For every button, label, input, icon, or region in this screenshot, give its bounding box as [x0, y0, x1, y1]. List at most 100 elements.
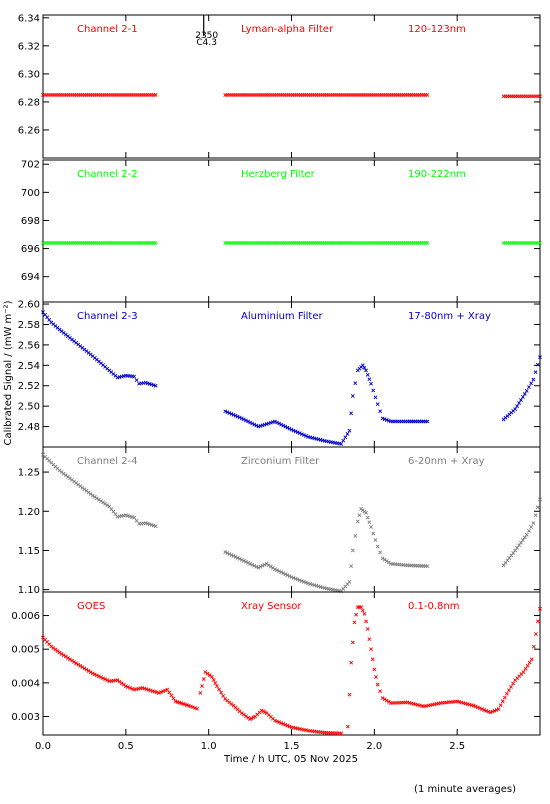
data-point	[522, 535, 527, 540]
data-point	[258, 564, 263, 569]
data-point	[125, 685, 130, 689]
data-point	[369, 647, 373, 652]
data-point	[513, 407, 518, 412]
data-point	[535, 505, 540, 510]
data-point	[225, 410, 230, 415]
y-tick-label: 2.58	[18, 320, 40, 331]
panel-channel-label: Channel 2-4	[77, 456, 138, 467]
data-point	[380, 416, 385, 421]
panel-band-label: 0.1-0.8nm	[408, 601, 460, 612]
data-point	[130, 686, 134, 691]
data-point	[343, 435, 348, 440]
data-point	[203, 670, 208, 674]
x-tick-label: 2.0	[366, 741, 382, 752]
data-point	[375, 682, 380, 687]
data-point	[252, 422, 257, 427]
series-points	[41, 310, 542, 446]
y-tick-label: 2.54	[18, 361, 40, 372]
data-point	[529, 381, 534, 386]
data-point	[382, 557, 387, 562]
data-point	[82, 666, 87, 671]
data-point	[186, 703, 191, 708]
data-point	[266, 563, 271, 568]
data-point	[281, 423, 286, 428]
y-tick-label: 1.25	[18, 468, 40, 479]
data-point	[285, 723, 290, 728]
y-tick-label: 0.005	[11, 645, 40, 656]
data-point	[250, 562, 255, 567]
data-point	[74, 661, 79, 666]
data-point	[248, 420, 253, 425]
data-point	[384, 698, 389, 703]
panel-filter-label: Aluminium Filter	[241, 311, 324, 322]
panel-frame	[42, 591, 541, 736]
data-point	[515, 545, 520, 550]
data-point	[101, 500, 105, 505]
data-point	[275, 420, 279, 425]
data-point	[538, 497, 542, 502]
data-point	[425, 92, 430, 97]
data-point	[233, 555, 238, 559]
data-point	[101, 676, 105, 681]
data-point	[273, 718, 277, 723]
data-point	[299, 432, 304, 437]
data-point	[132, 374, 137, 379]
data-point	[484, 708, 489, 713]
panel-frame	[42, 14, 541, 159]
data-point	[157, 691, 161, 695]
data-point	[84, 667, 89, 672]
panels-layer: 6.26 6.28 6.30 6.32 6.34 Channel 2-1 Lyman-alp…	[11, 13, 542, 736]
data-point	[198, 691, 203, 695]
y-tick-label: 2.52	[18, 381, 40, 392]
data-point	[78, 663, 83, 668]
data-point	[347, 428, 352, 433]
y-tick-label: 1.20	[18, 507, 40, 518]
panel-frame	[42, 159, 541, 303]
data-point	[367, 637, 372, 642]
panel-frame	[42, 301, 541, 448]
data-point	[169, 693, 174, 698]
data-point	[384, 418, 389, 422]
data-point	[357, 513, 362, 518]
data-point	[302, 433, 306, 437]
data-point	[345, 432, 350, 436]
data-point	[538, 355, 542, 360]
data-point	[86, 668, 91, 673]
data-point	[268, 564, 273, 569]
data-point	[223, 550, 228, 554]
data-point	[103, 677, 108, 682]
data-point	[200, 684, 204, 688]
data-point	[273, 419, 277, 424]
data-point	[473, 704, 478, 709]
data-point	[520, 395, 525, 399]
series-points	[41, 92, 542, 99]
data-point	[347, 579, 352, 584]
panel-band-label: 190-222nm	[408, 169, 466, 180]
x-tick-label: 1.0	[201, 741, 217, 752]
data-point	[277, 720, 281, 725]
data-point	[207, 673, 212, 678]
data-point	[378, 550, 383, 555]
data-point	[345, 724, 350, 729]
data-point	[171, 696, 176, 701]
data-point	[380, 696, 385, 700]
data-point	[349, 660, 354, 665]
data-point	[538, 241, 542, 245]
y-axis-label: Calibrated Signal / (mW m⁻²)	[3, 300, 14, 445]
data-point	[513, 548, 518, 553]
panel-band-label: 17-80nm + Xray	[408, 311, 491, 322]
data-point	[362, 365, 367, 370]
data-point	[295, 430, 300, 435]
y-tick-label: 696	[21, 244, 40, 255]
y-tick-label: 2.48	[18, 422, 40, 433]
data-point	[65, 656, 70, 660]
panel-band-label: 6-20nm + Xray	[408, 456, 485, 467]
data-point	[201, 677, 206, 681]
x-tick-label: 0.0	[35, 741, 51, 752]
data-point	[500, 699, 505, 704]
data-point	[221, 693, 226, 698]
data-point	[538, 94, 542, 99]
data-point	[382, 697, 387, 702]
data-point	[353, 534, 358, 538]
x-axis-label: Time / h UTC, 05 Nov 2025	[223, 754, 358, 765]
